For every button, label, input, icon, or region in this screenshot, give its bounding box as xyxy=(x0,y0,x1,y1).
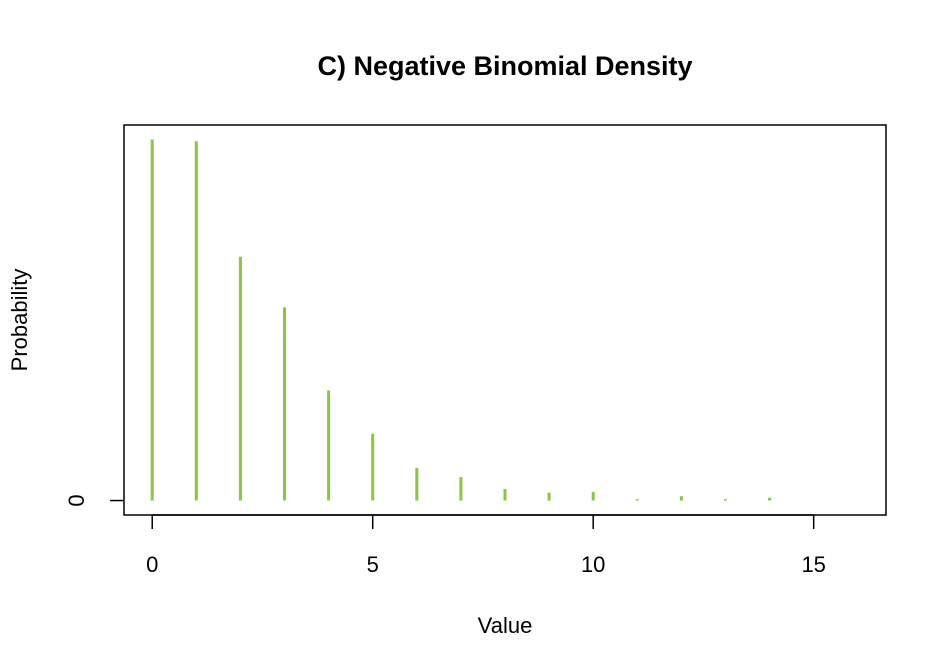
bars-group xyxy=(150,139,772,501)
chart-title: C) Negative Binomial Density xyxy=(317,51,692,81)
x-axis-label: Value xyxy=(478,613,533,638)
x-tick-label-10: 10 xyxy=(581,552,605,577)
y-tick-label-0: 0 xyxy=(64,494,89,506)
y-axis: 0 xyxy=(64,494,124,507)
x-tick-label-5: 5 xyxy=(367,552,379,577)
y-axis-label: Probability xyxy=(7,269,32,372)
plot-frame xyxy=(123,124,887,516)
x-tick-label-0: 0 xyxy=(146,552,158,577)
x-tick-label-15: 15 xyxy=(801,552,825,577)
x-axis: 0 5 10 15 xyxy=(146,514,826,577)
